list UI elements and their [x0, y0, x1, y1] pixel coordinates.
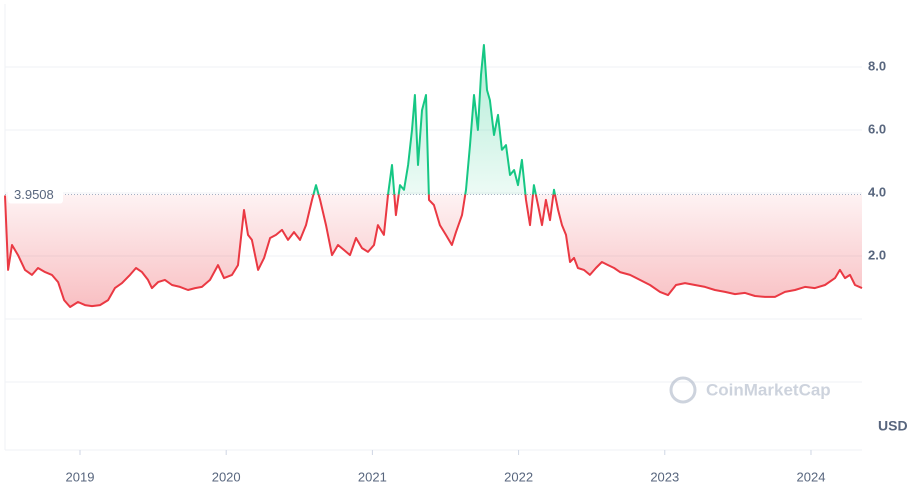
y-tick-label: 4.0 [868, 184, 886, 199]
watermark-text: CoinMarketCap [706, 380, 831, 399]
price-line-up [312, 44, 556, 195]
x-tick-label: 2023 [650, 469, 679, 484]
currency-label: USD [878, 418, 908, 434]
x-tick-label: 2021 [358, 469, 387, 484]
x-tick-label: 2024 [797, 469, 826, 484]
area-down [5, 194, 862, 307]
price-line-down [4, 194, 863, 308]
y-tick-label: 6.0 [868, 121, 886, 136]
x-tick-label: 2022 [504, 469, 533, 484]
watermark: CoinMarketCap [669, 376, 831, 404]
baseline-label-box [8, 185, 63, 204]
y-tick-label: 2.0 [868, 247, 886, 262]
x-tick-label: 2020 [212, 469, 241, 484]
y-tick-label: 8.0 [868, 58, 886, 73]
area-up [313, 45, 555, 195]
watermark-logo [669, 376, 697, 404]
x-tick-label: 2019 [66, 469, 95, 484]
baseline-label: 3.9508 [14, 187, 54, 202]
